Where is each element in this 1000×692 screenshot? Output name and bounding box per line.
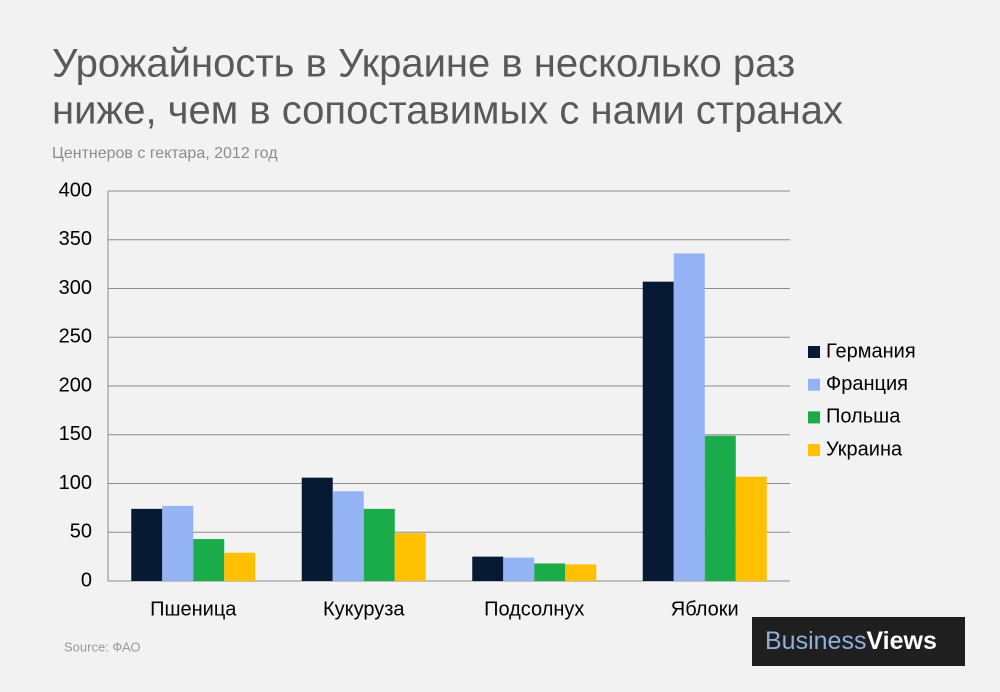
- bar: [704, 435, 736, 581]
- legend-swatch: [808, 346, 820, 358]
- source: Source: ФАО: [64, 639, 141, 654]
- bar: [193, 539, 225, 581]
- bar: [472, 556, 504, 581]
- bar: [363, 508, 395, 581]
- legend-label: Германия: [826, 340, 916, 362]
- bar: [642, 281, 674, 581]
- y-tick-label: 150: [59, 423, 92, 445]
- bar: [131, 508, 163, 581]
- y-tick-label: 0: [81, 569, 92, 591]
- legend-swatch: [808, 411, 820, 424]
- y-tick-label: 200: [59, 374, 92, 396]
- y-tick-label: 50: [70, 521, 92, 543]
- legend-swatch: [808, 378, 820, 391]
- x-tick-label: Яблоки: [671, 598, 739, 620]
- x-tick-label: Кукуруза: [323, 598, 405, 620]
- chart-subtitle: Центнеров с гектара, 2012 год: [52, 145, 278, 162]
- bar: [394, 533, 426, 581]
- legend-label: Украина: [826, 438, 903, 460]
- bar: [735, 476, 767, 581]
- bar: [332, 491, 364, 581]
- chart-title: ниже, чем в сопоставимых с нами странах: [52, 89, 843, 133]
- legend-label: Франция: [826, 373, 908, 395]
- brand-part: Business: [765, 627, 866, 655]
- x-tick-label: Подсолнух: [484, 598, 584, 620]
- legend-swatch: [808, 444, 820, 457]
- legend-label: Польша: [826, 406, 901, 428]
- y-tick-label: 100: [59, 472, 92, 494]
- y-tick-label: 300: [59, 277, 92, 299]
- brand-box: [752, 617, 965, 666]
- brand-part: Views: [866, 627, 936, 655]
- chart-title: Урожайность в Украине в несколько раз: [52, 42, 795, 86]
- bar: [534, 563, 566, 581]
- x-tick-label: Пшеница: [150, 598, 237, 620]
- bar: [673, 253, 705, 581]
- y-tick-label: 250: [59, 326, 92, 348]
- brand: BusinessViews: [765, 627, 937, 655]
- y-tick-label: 400: [59, 179, 92, 201]
- bar: [224, 552, 256, 581]
- y-tick-label: 350: [59, 228, 92, 250]
- bar: [301, 477, 333, 581]
- bar: [565, 564, 597, 581]
- bar: [503, 557, 535, 581]
- bar: [162, 505, 194, 581]
